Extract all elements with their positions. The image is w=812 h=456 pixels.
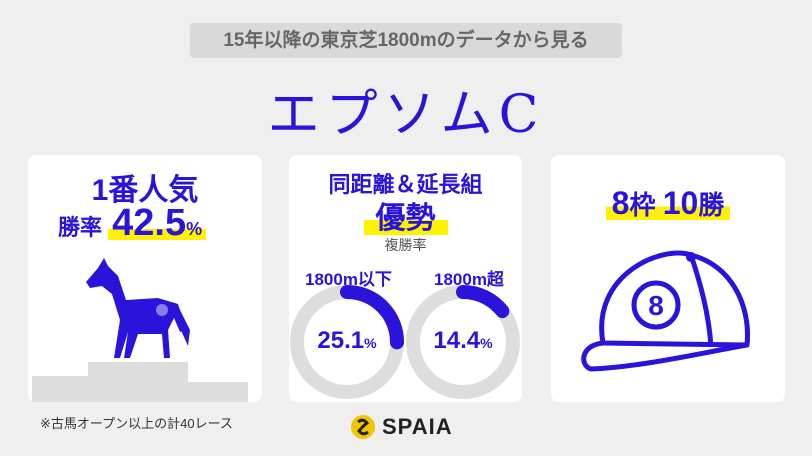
donut-charts — [290, 285, 520, 399]
race-title: エプソムC — [267, 85, 545, 145]
brand-name: SPAIA — [382, 414, 453, 439]
footnote: ※古馬オープン以上の計40レース — [40, 416, 233, 431]
donut-label-2: 1800m超 — [434, 270, 504, 289]
donut-label-1: 1800m以下 — [305, 270, 392, 289]
distance-heading: 同距離＆延長組 — [328, 172, 483, 197]
favorite-heading: 1番人気 — [91, 174, 199, 207]
win-rate-text: 勝率 — [58, 215, 103, 240]
donut-arc — [456, 285, 510, 319]
gate-card: 8枠 10勝 8 — [551, 155, 785, 402]
brand-logo: SPAIA — [350, 414, 453, 440]
donut-1 — [290, 285, 404, 399]
cap-number: 8 — [648, 290, 664, 321]
favorite-card: 1番人気 勝率 42.5% — [28, 155, 262, 402]
headline: 優勢 — [289, 193, 522, 237]
donut-arc — [340, 285, 404, 350]
gate-wins: 8枠 10勝 — [551, 185, 785, 222]
win-rate-label: 勝率 42.5% — [58, 203, 207, 249]
distance-card: 同距離＆延長組 優勢 複勝率 1800m以下 1800m超 25.1% 14.4… — [289, 155, 522, 402]
jockey-cap-icon: 8 — [581, 250, 750, 372]
donut-value-2: 14.4% — [433, 327, 493, 354]
donut-2 — [406, 285, 520, 399]
win-rate-value: 42.5% — [108, 203, 207, 243]
metric-label: 複勝率 — [384, 237, 427, 253]
horse-podium-illustration — [32, 258, 248, 402]
donut-value-1: 25.1% — [317, 327, 377, 354]
spaia-logo-icon — [351, 415, 375, 439]
subtitle-banner: 15年以降の東京芝1800mのデータから見る — [190, 23, 622, 58]
